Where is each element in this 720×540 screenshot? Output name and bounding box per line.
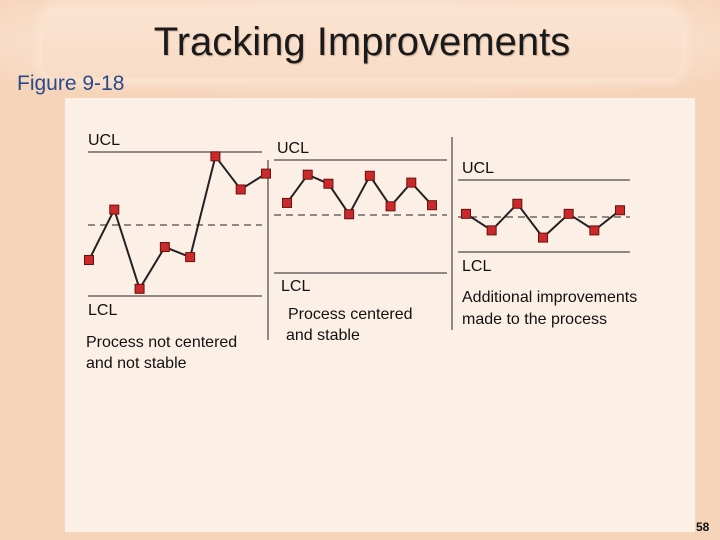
panel-1-data-point-3 xyxy=(134,283,145,294)
panel-3-data-point-7 xyxy=(615,205,625,216)
panel-1-lcl-label: LCL xyxy=(88,302,118,319)
panel-3-data-point-5 xyxy=(563,208,574,219)
figure-label: Figure 9-18 xyxy=(17,72,125,95)
panel-1-data-point-8 xyxy=(261,168,271,179)
diagram-panel xyxy=(65,98,695,532)
panel-3-data-point-2 xyxy=(486,225,497,236)
panel-1-caption-line-1: Process not centered xyxy=(86,334,238,351)
panel-3-data-point-6 xyxy=(589,225,600,236)
panel-1-data-point-5 xyxy=(185,252,196,263)
panel-3-lcl-label: LCL xyxy=(462,258,492,275)
panel-2-ucl-label: UCL xyxy=(277,140,310,157)
panel-2-data-point-7 xyxy=(406,177,417,188)
panel-2-caption-line-2: and stable xyxy=(286,327,360,344)
panel-3-data-point-4 xyxy=(538,232,548,243)
title-banner xyxy=(42,8,682,78)
panel-1-series-line xyxy=(88,154,267,292)
slide-title: Tracking Improvements xyxy=(153,20,571,64)
panel-2-data-point-5 xyxy=(364,170,375,181)
panel-1-data-point-7 xyxy=(235,184,246,195)
page-number: 58 xyxy=(696,520,710,534)
panel-1-ucl-label: UCL xyxy=(88,132,121,149)
panel-2-data-point-4 xyxy=(344,209,355,220)
panel-1-data-point-1 xyxy=(84,255,94,265)
panel-1-data-point-6 xyxy=(210,151,221,162)
panel-1-data-point-2 xyxy=(109,204,120,215)
panel-2-data-point-2 xyxy=(302,169,313,180)
panel-1-caption-line-2: and not stable xyxy=(86,355,187,372)
panel-3-caption-line-1: Additional improvements xyxy=(462,289,638,306)
panel-3-ucl-label: UCL xyxy=(462,160,495,177)
panel-2-data-point-3 xyxy=(323,178,334,189)
panel-2-data-point-8 xyxy=(427,200,437,211)
panel-2-lcl-label: LCL xyxy=(281,278,311,295)
panel-2-data-point-1 xyxy=(282,197,292,208)
panel-3-data-point-3 xyxy=(512,198,523,209)
panel-1-data-point-4 xyxy=(159,242,170,253)
panel-3-data-point-1 xyxy=(461,208,471,219)
panel-2-data-point-6 xyxy=(385,201,396,212)
panel-3-caption-line-2: made to the process xyxy=(462,311,607,328)
panel-2-caption-line-1: Process centered xyxy=(288,306,413,323)
